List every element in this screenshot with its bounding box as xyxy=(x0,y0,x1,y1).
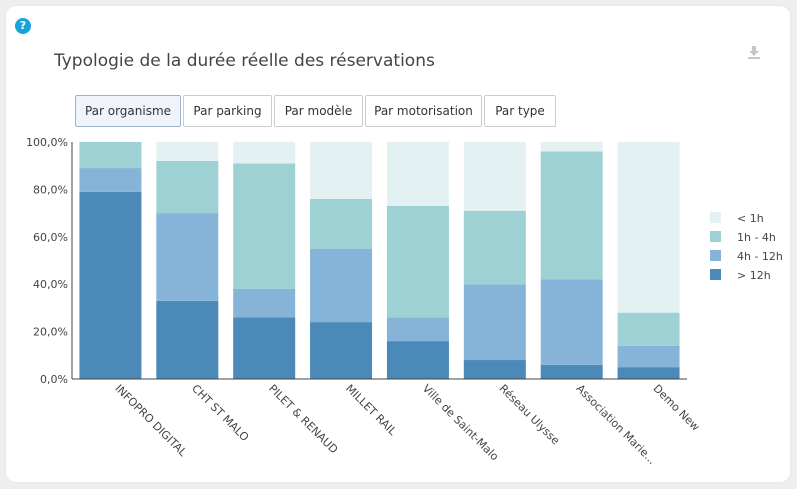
bar-segment xyxy=(156,300,219,379)
bar-segment xyxy=(233,317,296,379)
bar-segment xyxy=(386,341,449,379)
download-icon[interactable] xyxy=(746,44,762,60)
legend-label: 4h - 12h xyxy=(737,250,783,263)
x-category-label: Demo New xyxy=(650,382,702,434)
bar-segment xyxy=(233,288,296,318)
bar-segment xyxy=(617,367,680,379)
bar-segment xyxy=(233,142,296,164)
bar-segment xyxy=(156,213,219,301)
legend-swatch xyxy=(710,212,721,223)
bar-segment xyxy=(540,142,603,152)
bar-segment xyxy=(617,345,680,368)
bar-segment xyxy=(310,322,373,379)
bar-segment xyxy=(540,151,603,280)
bar-segment xyxy=(386,205,449,318)
bar-segment xyxy=(463,210,526,285)
legend-swatch xyxy=(710,250,721,261)
legend-label: > 12h xyxy=(737,269,771,282)
x-category-label: Association Marie... xyxy=(574,382,659,467)
bar-segment xyxy=(463,284,526,361)
x-category-label: CHT ST MALO xyxy=(189,382,251,444)
x-category-label: INFOPRO DIGITAL xyxy=(112,382,190,460)
bar-segment xyxy=(79,191,142,379)
legend-swatch xyxy=(710,231,721,242)
x-category-label: MILLET RAIL xyxy=(343,382,400,439)
help-icon[interactable]: ? xyxy=(15,18,31,34)
legend-swatch xyxy=(710,269,721,280)
x-category-label: PILET & RENAUD xyxy=(266,382,340,456)
y-tick-label: 0,0% xyxy=(40,373,68,386)
bar-segment xyxy=(463,142,526,211)
bar-segment xyxy=(540,364,603,379)
bar-segment xyxy=(310,142,373,199)
y-tick-label: 100,0% xyxy=(26,136,68,149)
bar-segment xyxy=(233,163,296,289)
x-category-label: Réseau Ulysse xyxy=(497,382,563,448)
bar-segment xyxy=(310,198,373,249)
bar-segment xyxy=(79,142,142,169)
tab-par-modele[interactable]: Par modèle xyxy=(274,95,363,127)
y-tick-label: 60,0% xyxy=(33,231,68,244)
tab-par-parking[interactable]: Par parking xyxy=(183,95,272,127)
chart-title: Typologie de la durée réelle des réserva… xyxy=(54,51,435,71)
legend-label: 1h - 4h xyxy=(737,231,776,244)
bar-segment xyxy=(540,279,603,365)
x-category-label: Ville de Saint-Malo xyxy=(420,382,502,464)
bar-segment xyxy=(386,142,449,206)
bar-segment xyxy=(79,168,142,192)
bar-segment xyxy=(310,248,373,323)
bar-segment xyxy=(463,360,526,379)
tab-par-motorisation[interactable]: Par motorisation xyxy=(365,95,482,127)
tab-par-type[interactable]: Par type xyxy=(484,95,556,127)
y-tick-label: 80,0% xyxy=(33,183,68,196)
bar-segment xyxy=(156,160,219,214)
legend-label: < 1h xyxy=(737,212,764,225)
tab-par-organisme[interactable]: Par organisme xyxy=(75,95,181,127)
bar-segment xyxy=(617,142,680,313)
bar-segment xyxy=(386,317,449,342)
bar-segment xyxy=(617,312,680,346)
bar-segment xyxy=(156,142,219,161)
y-tick-label: 20,0% xyxy=(33,326,68,339)
y-tick-label: 40,0% xyxy=(33,278,68,291)
